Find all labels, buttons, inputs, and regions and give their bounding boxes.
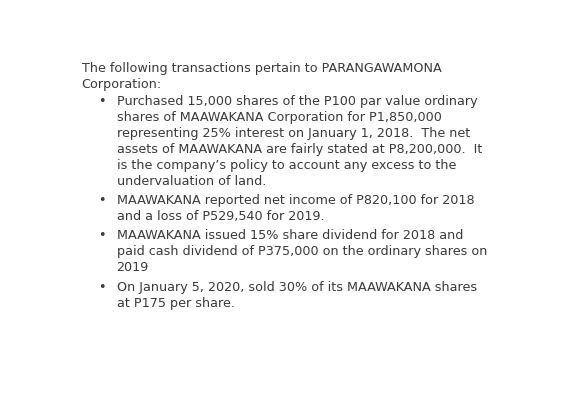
Text: and a loss of P529,540 for 2019.: and a loss of P529,540 for 2019. (117, 210, 324, 223)
Text: The following transactions pertain to PARANGAWAMONA: The following transactions pertain to PA… (82, 62, 441, 75)
Text: is the company’s policy to account any excess to the: is the company’s policy to account any e… (117, 159, 456, 172)
Text: •: • (99, 95, 106, 108)
Text: •: • (99, 230, 106, 242)
Text: MAAWAKANA issued 15% share dividend for 2018 and: MAAWAKANA issued 15% share dividend for … (117, 230, 463, 242)
Text: MAAWAKANA reported net income of P820,100 for 2018: MAAWAKANA reported net income of P820,10… (117, 194, 474, 207)
Text: paid cash dividend of P375,000 on the ordinary shares on: paid cash dividend of P375,000 on the or… (117, 246, 487, 258)
Text: •: • (99, 280, 106, 294)
Text: Corporation:: Corporation: (82, 78, 162, 91)
Text: 2019: 2019 (117, 262, 149, 274)
Text: Purchased 15,000 shares of the P100 par value ordinary: Purchased 15,000 shares of the P100 par … (117, 95, 477, 108)
Text: representing 25% interest on January 1, 2018.  The net: representing 25% interest on January 1, … (117, 127, 470, 140)
Text: at P175 per share.: at P175 per share. (117, 296, 235, 310)
Text: undervaluation of land.: undervaluation of land. (117, 175, 266, 188)
Text: On January 5, 2020, sold 30% of its MAAWAKANA shares: On January 5, 2020, sold 30% of its MAAW… (117, 280, 477, 294)
Text: assets of MAAWAKANA are fairly stated at P8,200,000.  It: assets of MAAWAKANA are fairly stated at… (117, 143, 482, 156)
Text: shares of MAAWAKANA Corporation for P1,850,000: shares of MAAWAKANA Corporation for P1,8… (117, 111, 441, 124)
Text: •: • (99, 194, 106, 207)
